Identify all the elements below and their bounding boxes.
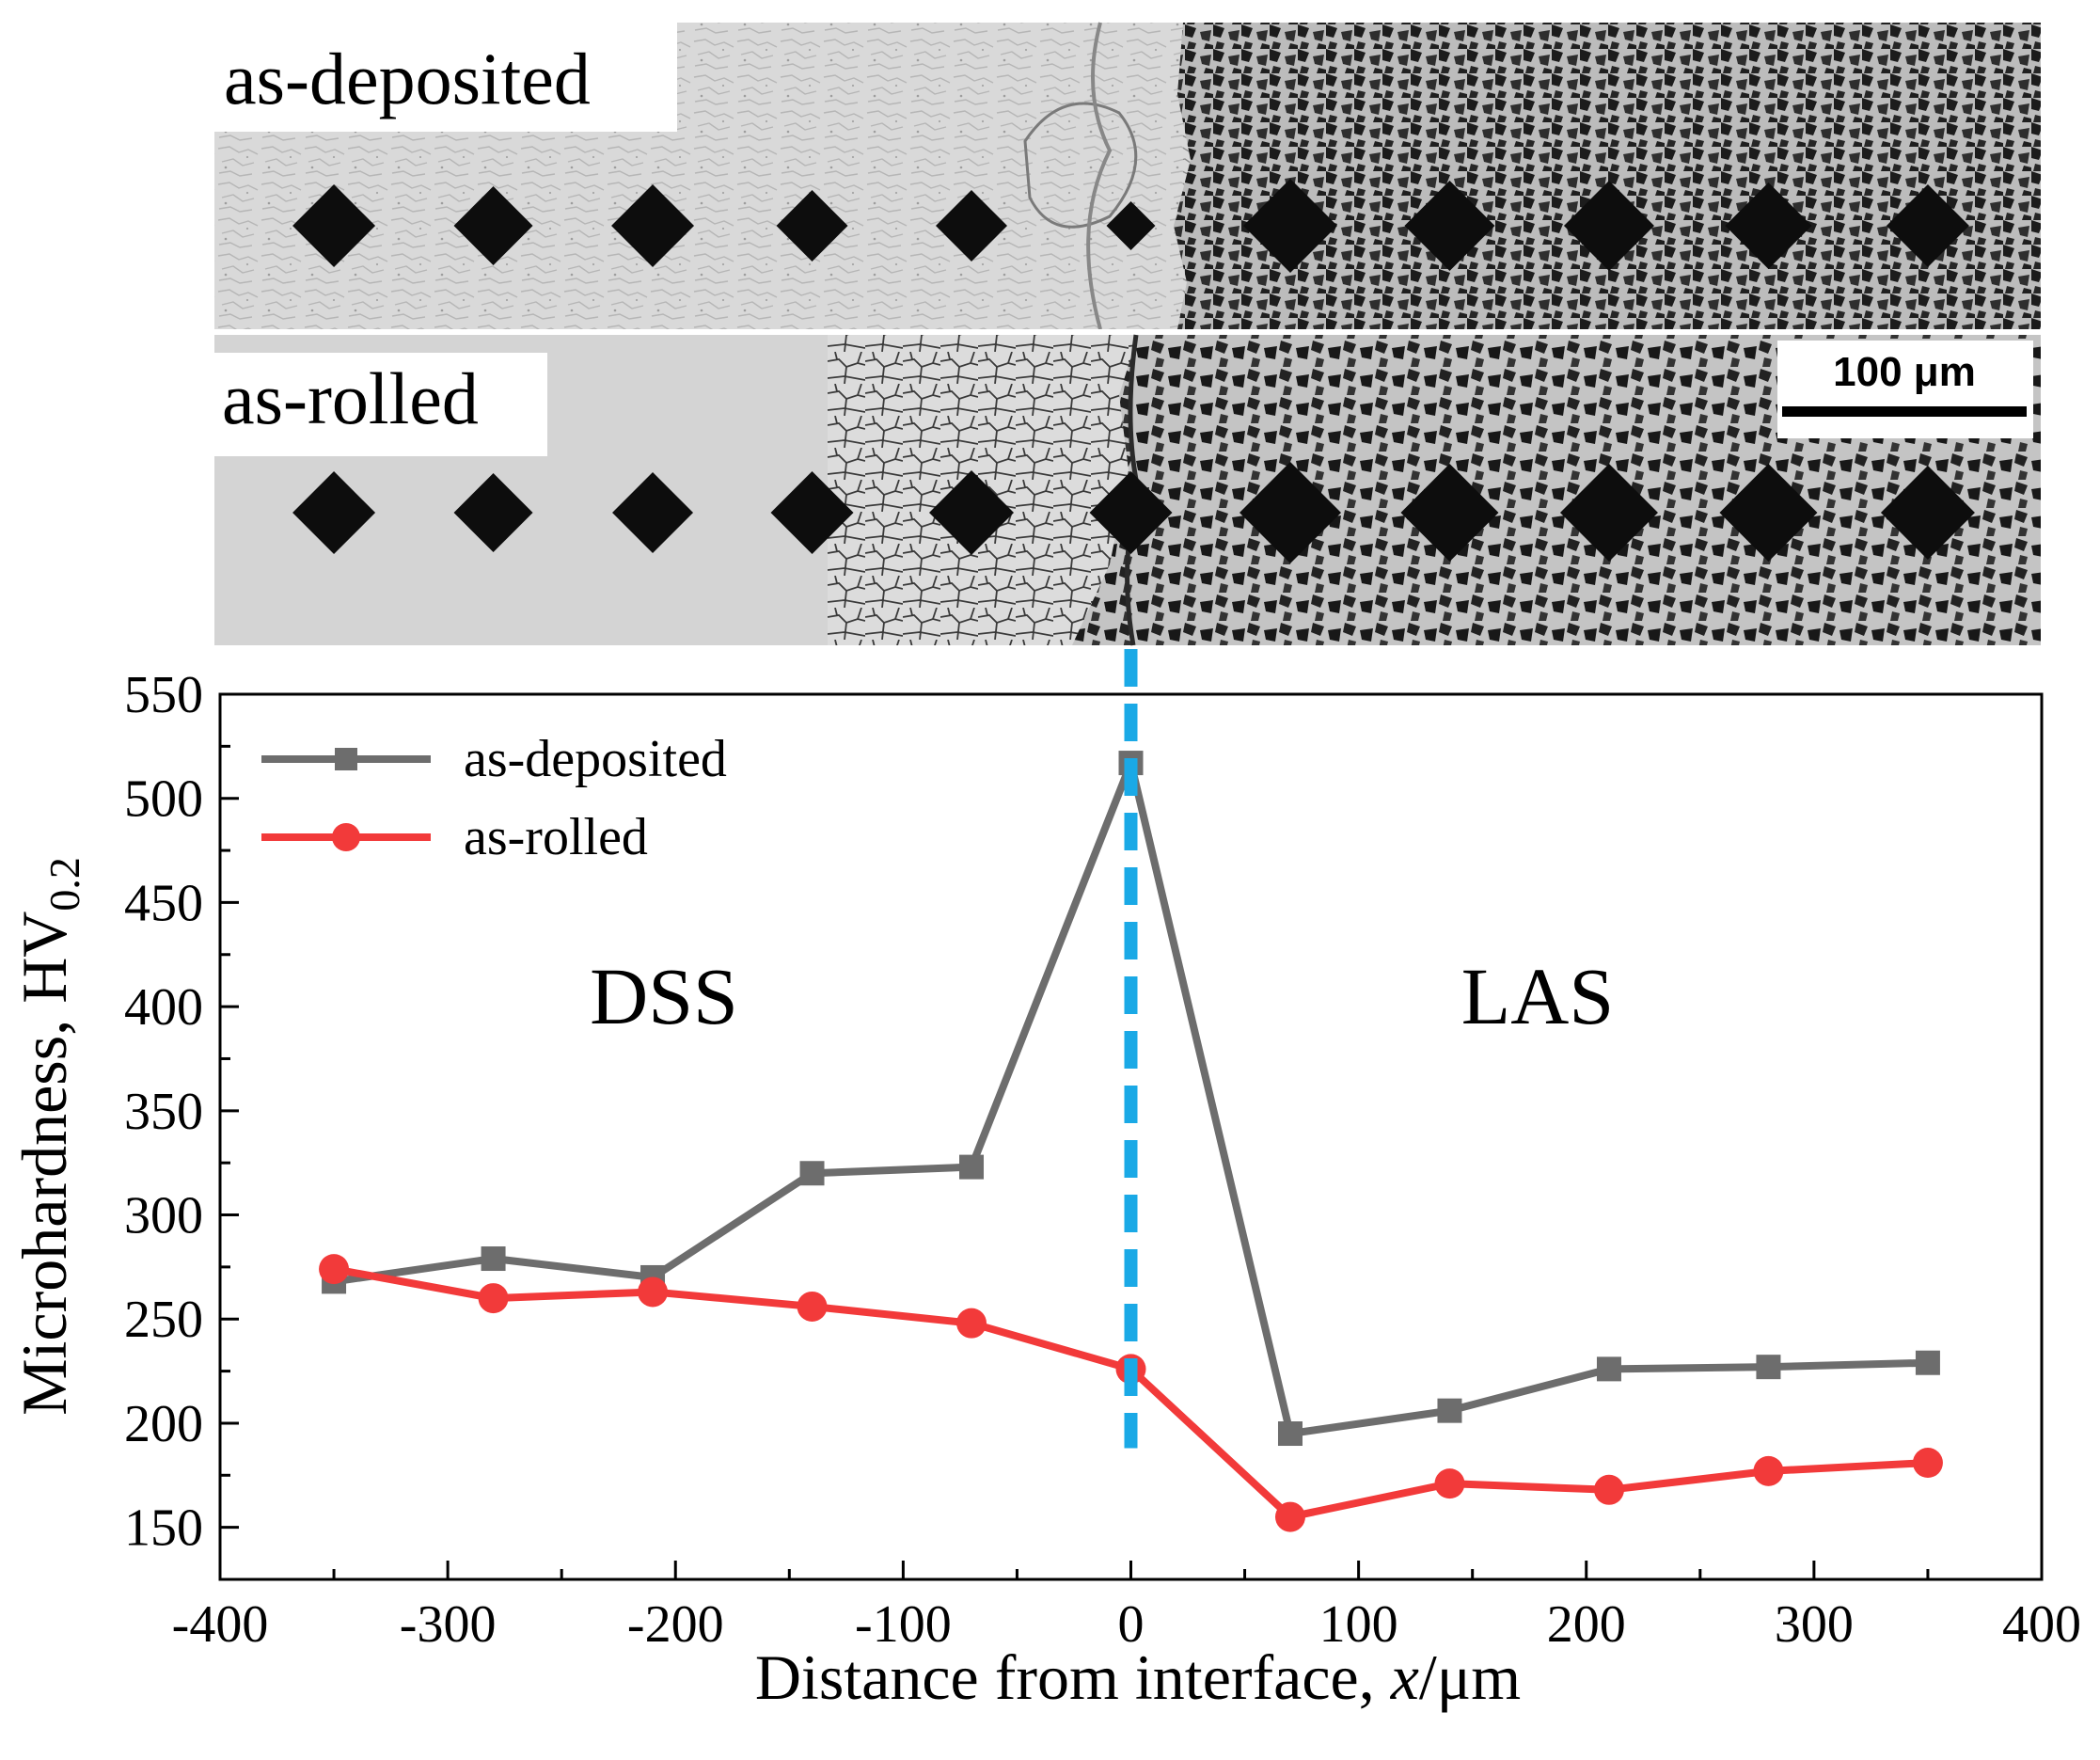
legend-marker-square (335, 748, 357, 770)
micrograph-panel: as-deposited as-rolled 100 μm (214, 22, 2041, 646)
data-point (638, 1276, 669, 1308)
y-tick-label: 500 (124, 770, 203, 829)
hardness-indent (453, 186, 533, 265)
y-tick-label: 200 (124, 1395, 203, 1453)
data-point (1912, 1448, 1943, 1479)
scale-bar-label: 100 μm (1833, 349, 1976, 395)
data-point (481, 1246, 506, 1272)
hardness-indent (292, 471, 376, 554)
x-axis-ticks: -400 -300 -200 -100 0 100 200 300 400 (172, 1561, 2081, 1654)
hardness-indent (1880, 466, 1975, 560)
legend-marker-circle (332, 823, 360, 851)
micrograph-as-deposited (214, 22, 2041, 330)
legend: as-deposited as-rolled (261, 730, 727, 866)
data-point (959, 1154, 985, 1180)
legend-label-as-deposited: as-deposited (464, 730, 727, 788)
x-tick-label: 400 (2002, 1595, 2081, 1654)
hardness-indent (453, 473, 533, 552)
x-tick-label: 0 (1118, 1595, 1145, 1654)
hardness-indent (611, 184, 695, 267)
hardness-indent (1089, 471, 1173, 554)
y-tick-label: 550 (124, 666, 203, 724)
hardness-indent (1725, 182, 1812, 269)
micrograph-label-as-rolled: as-rolled (222, 357, 479, 439)
x-tick-label: -400 (172, 1595, 269, 1654)
hardness-indents-as-deposited (292, 179, 1969, 273)
micrograph-label-as-deposited: as-deposited (224, 38, 591, 119)
hardness-indent (770, 471, 854, 554)
x-tick-label: 100 (1319, 1595, 1398, 1654)
y-tick-label: 150 (124, 1499, 203, 1558)
hardness-indent (776, 190, 848, 262)
hardness-indent (1400, 464, 1499, 562)
hardness-indent (936, 190, 1008, 262)
data-point (1756, 1355, 1781, 1380)
x-tick-label: -200 (627, 1595, 724, 1654)
hardness-indent (1886, 184, 1969, 267)
x-tick-label: -300 (400, 1595, 497, 1654)
hardness-indent (1719, 464, 1818, 562)
data-point (1277, 1421, 1303, 1447)
hardness-indent (1106, 201, 1156, 250)
x-tick-label: 200 (1547, 1595, 1626, 1654)
legend-label-as-rolled: as-rolled (464, 808, 648, 866)
hardness-indent (929, 470, 1015, 555)
hardness-indent (1559, 464, 1658, 562)
data-point (799, 1161, 825, 1186)
y-tick-label: 450 (124, 874, 203, 932)
region-label-dss: DSS (590, 951, 738, 1041)
hardness-indent (1242, 179, 1337, 273)
data-point (1753, 1455, 1784, 1486)
x-axis-label: Distance from interface, x/μm (755, 1641, 1521, 1713)
hardness-indent (1239, 462, 1341, 563)
hardness-indent (612, 472, 694, 553)
data-point (956, 1308, 987, 1339)
y-axis-label: Microhardness, HV0.2 (8, 857, 88, 1416)
y-axis-ticks: 150 200 250 300 350 400 450 500 550 (124, 666, 239, 1558)
x-tick-label: 300 (1775, 1595, 1854, 1654)
y-tick-label: 250 (124, 1291, 203, 1349)
data-point (797, 1291, 828, 1322)
y-tick-label: 400 (124, 978, 203, 1037)
data-point (1434, 1468, 1465, 1499)
hardness-chart: -400 -300 -200 -100 0 100 200 300 400 150 200 250 3… (8, 649, 2081, 1713)
hardness-indents-as-rolled (292, 462, 1975, 563)
region-label-las: LAS (1461, 951, 1614, 1041)
hardness-indent (1404, 181, 1495, 271)
data-point (319, 1254, 350, 1285)
data-point (1915, 1350, 1940, 1375)
y-tick-label: 350 (124, 1083, 203, 1141)
hardness-indent (1563, 181, 1654, 271)
data-point (1437, 1398, 1462, 1423)
scale-bar-line (1782, 406, 2027, 417)
data-point (1274, 1501, 1305, 1532)
data-point (478, 1283, 509, 1314)
x-tick-label: -100 (855, 1595, 952, 1654)
scale-bar: 100 μm (1777, 341, 2033, 438)
data-point (1596, 1356, 1621, 1382)
hardness-indent (292, 184, 376, 267)
y-tick-label: 300 (124, 1187, 203, 1245)
data-point (1593, 1474, 1624, 1505)
